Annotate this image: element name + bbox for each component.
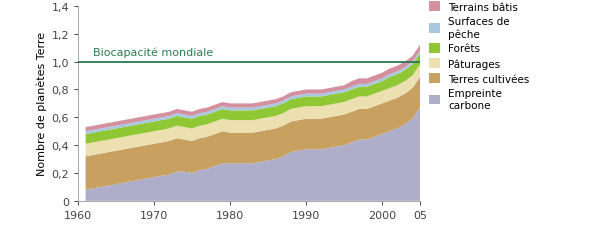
Y-axis label: Nombre de planètes Terre: Nombre de planètes Terre	[37, 32, 47, 176]
Legend: Terrains bâtis, Surfaces de
pêche, Forêts, Pâturages, Terres cultivées, Empreint: Terrains bâtis, Surfaces de pêche, Forêt…	[428, 2, 530, 110]
Text: Biocapacité mondiale: Biocapacité mondiale	[93, 47, 214, 58]
